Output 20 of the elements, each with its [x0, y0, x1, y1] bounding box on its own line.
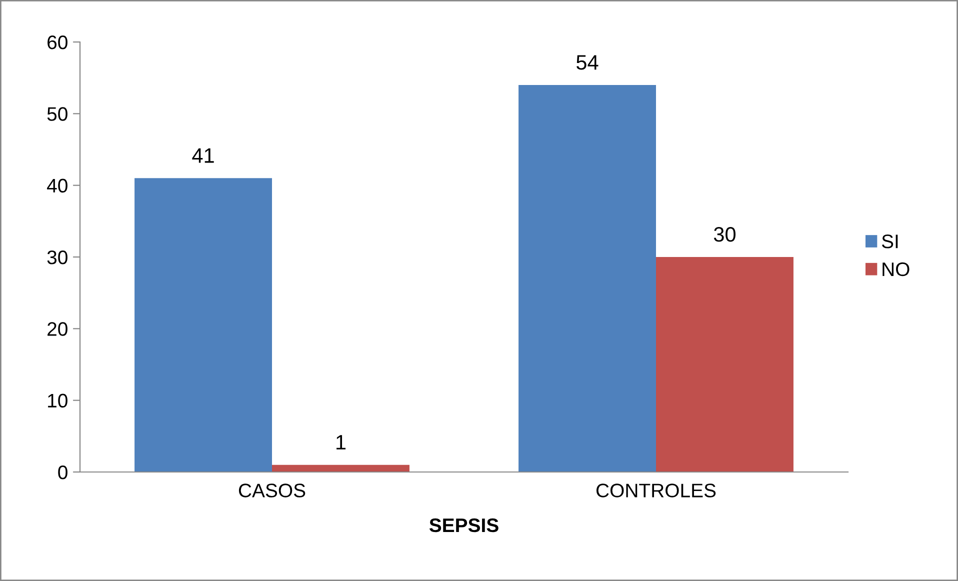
data-label: 30: [714, 227, 736, 242]
x-tick-label: CONTROLES: [596, 484, 716, 498]
x-tick-label: CASOS: [238, 484, 306, 498]
legend-label: SI: [882, 234, 898, 248]
bar: [518, 85, 656, 472]
bar: [656, 257, 794, 472]
y-tick-label: 40: [47, 178, 68, 193]
data-label: 1: [336, 435, 346, 450]
y-tick-label: 0: [58, 465, 68, 480]
legend-label: NO: [882, 262, 910, 276]
bar: [134, 178, 272, 472]
y-tick-label: 50: [47, 107, 68, 121]
y-tick-label: 10: [48, 394, 68, 408]
y-tick-label: 60: [48, 35, 68, 50]
data-label: 41: [192, 148, 214, 163]
data-label: 54: [576, 55, 598, 70]
y-tick-label: 30: [47, 250, 68, 264]
y-tick-label: 20: [48, 322, 68, 336]
x-axis-title: SEPSIS: [429, 518, 498, 532]
bar: [272, 464, 410, 472]
